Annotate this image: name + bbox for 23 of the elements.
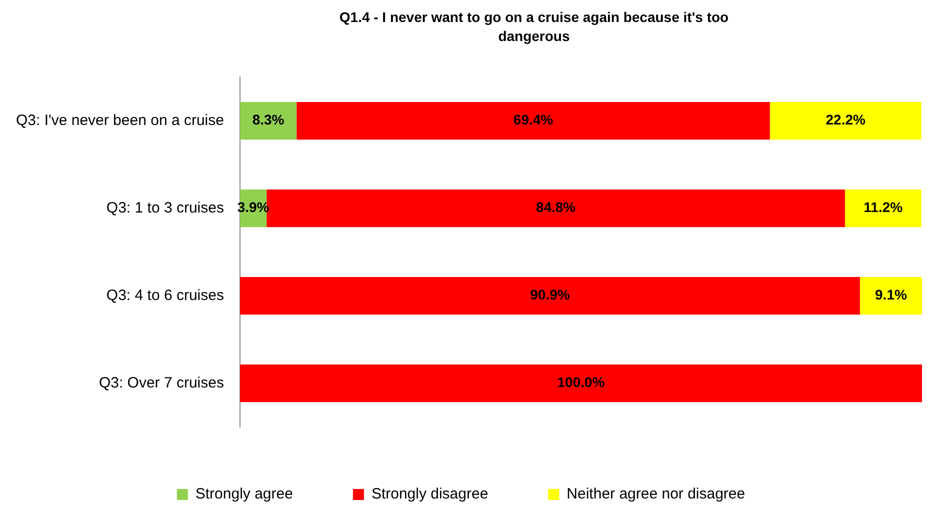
bar <box>240 102 297 140</box>
data-label: 90.9% <box>530 286 570 303</box>
bar <box>860 276 922 315</box>
data-label: 84.8% <box>536 199 576 216</box>
data-label: 9.1% <box>875 286 908 303</box>
bar <box>844 189 922 228</box>
data-label: 22.2% <box>826 112 866 128</box>
bar <box>240 276 860 315</box>
bar <box>770 102 922 140</box>
data-label: 8.3% <box>252 112 285 128</box>
chart-title: Q1.4 - I never want to go on a cruise again because it's too dangerous <box>338 8 730 46</box>
y-tick-label: Q3: Over 7 cruises <box>98 374 224 392</box>
y-tick-label: Q3: I've never been on a cruise <box>16 112 224 129</box>
data-label: 100.0% <box>557 374 606 390</box>
legend-label: Strongly agree <box>195 486 293 503</box>
y-tick-label: Q3: 4 to 6 cruises <box>106 286 224 304</box>
data-label: 69.4% <box>513 112 554 128</box>
y-tick-label: Q3: 1 to 3 cruises <box>106 199 224 216</box>
legend-label: Strongly disagree <box>371 486 488 503</box>
legend-label: Neither agree nor disagree <box>566 486 746 503</box>
bar <box>296 102 770 140</box>
bar <box>240 364 922 402</box>
data-label: 11.2% <box>864 199 904 216</box>
